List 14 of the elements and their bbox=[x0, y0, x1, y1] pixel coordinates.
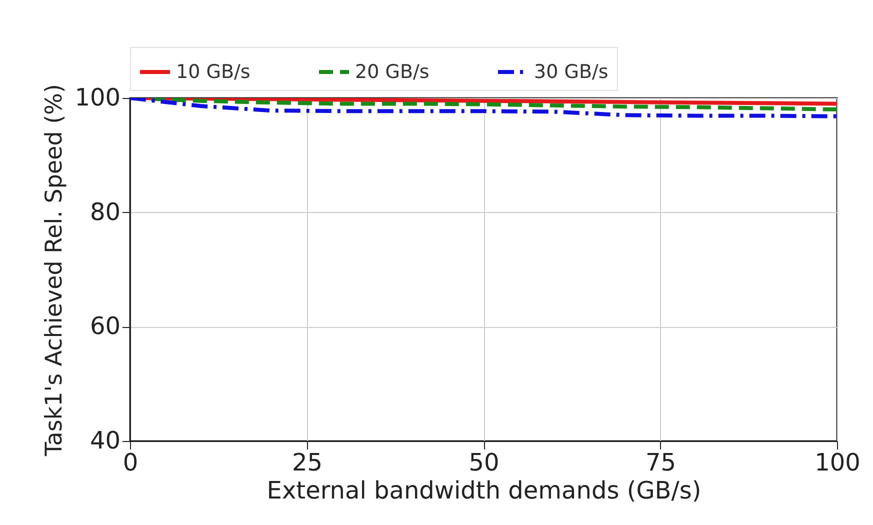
x-tick-label: 75 bbox=[645, 448, 676, 476]
y-tick-label: 60 bbox=[90, 312, 120, 340]
legend-label: 10 GB/s bbox=[176, 61, 250, 83]
y-tick-label: 40 bbox=[90, 426, 120, 454]
legend-label: 30 GB/s bbox=[534, 61, 608, 83]
y-tick-label: 80 bbox=[90, 198, 120, 226]
x-tick-label: 50 bbox=[468, 448, 500, 476]
x-tick-label: 100 bbox=[814, 448, 860, 476]
y-axis-title: Task1's Achieved Rel. Speed (%) bbox=[42, 84, 68, 457]
x-axis-title: External bandwidth demands (GB/s) bbox=[266, 476, 702, 504]
y-tick-label: 100 bbox=[74, 84, 120, 112]
x-tick-label: 25 bbox=[292, 448, 323, 476]
x-tick-label: 0 bbox=[122, 448, 138, 476]
legend-label: 20 GB/s bbox=[355, 61, 430, 83]
